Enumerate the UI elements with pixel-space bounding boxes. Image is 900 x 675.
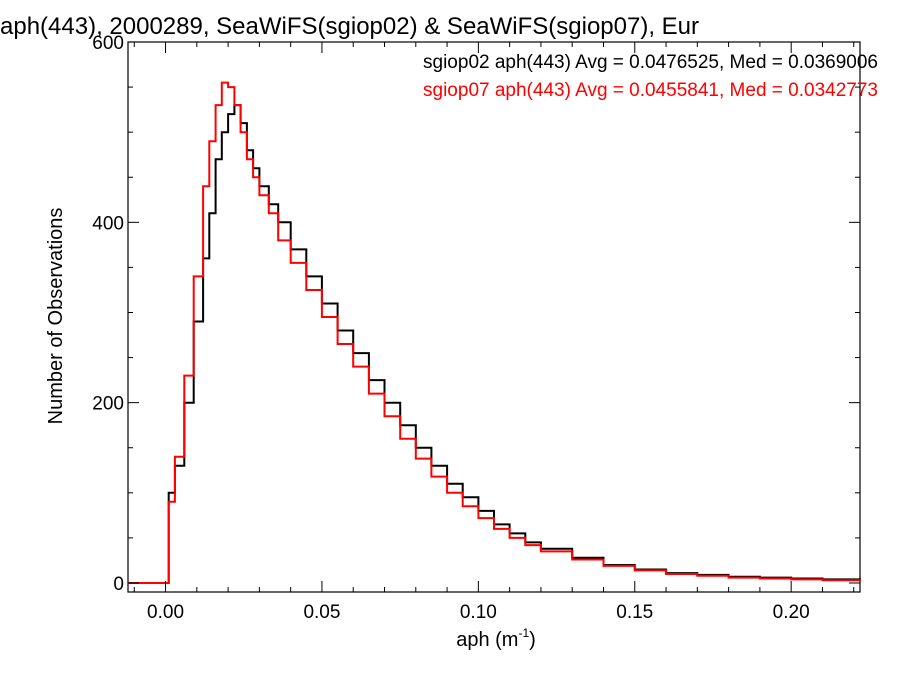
- y-tick-label: 200: [92, 394, 124, 415]
- chart-title: aph(443), 2000289, SeaWiFS(sgiop02) & Se…: [0, 13, 699, 40]
- series-line-sgiop02: [128, 104, 861, 584]
- x-tick-label: 0.00: [147, 602, 184, 623]
- x-axis-label-base: aph (m: [456, 629, 518, 651]
- y-tick-label: 0: [113, 574, 124, 595]
- plot-frame: [127, 41, 861, 593]
- y-tick-label: 400: [92, 213, 124, 234]
- series-line-sgiop07: [128, 81, 861, 584]
- x-axis-label-superscript: -1: [518, 626, 529, 640]
- x-tick-label: 0.20: [773, 602, 810, 623]
- x-tick-label: 0.10: [460, 602, 497, 623]
- y-tick-label: 600: [92, 33, 124, 54]
- axis-ticks: 0.00 0.05 0.10 0.15 0.20 0 200 400 600: [92, 33, 860, 623]
- plot-area: [127, 41, 861, 593]
- legend: sgiop02 aph(443) Avg = 0.0476525, Med = …: [423, 52, 878, 101]
- y-axis-label: Number of Observations: [45, 208, 67, 425]
- x-tick-label: 0.15: [616, 602, 653, 623]
- x-axis-label-end: ): [529, 629, 536, 651]
- legend-entry-sgiop02: sgiop02 aph(443) Avg = 0.0476525, Med = …: [423, 52, 878, 73]
- legend-entry-sgiop07: sgiop07 aph(443) Avg = 0.0455841, Med = …: [423, 80, 878, 101]
- series-group: [128, 81, 861, 584]
- x-tick-label: 0.05: [303, 602, 340, 623]
- x-axis-label: aph (m-1): [456, 626, 536, 651]
